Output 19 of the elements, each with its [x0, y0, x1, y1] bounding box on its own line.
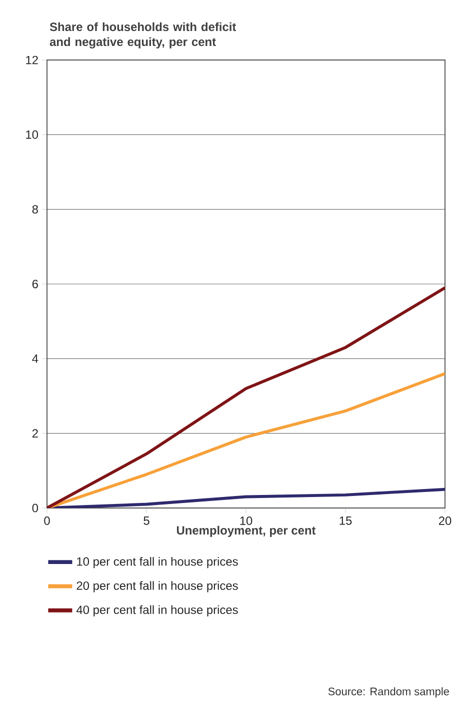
y-tick-label: 12: [26, 56, 38, 64]
legend-label: 10 per cent fall in house prices: [77, 556, 238, 568]
x-tick-label: 0: [44, 516, 50, 525]
y-tick-label: 10: [26, 130, 38, 139]
source-note: Source: Random sample: [328, 687, 449, 698]
y-tick-label: 4: [32, 354, 38, 363]
legend-label: 20 per cent fall in house prices: [76, 581, 238, 592]
x-axis-title: Unemployment, per cent: [176, 526, 316, 537]
line-series: [47, 286, 446, 508]
x-tick-label: 20: [438, 516, 452, 525]
y-tick-label: 0: [32, 504, 38, 512]
y-tick-label: 8: [32, 205, 38, 214]
y-tick-label: 2: [32, 429, 38, 438]
x-tick-label: 10: [240, 516, 252, 525]
y-axis-title: Share of households with deficit and negative equity, per cent: [50, 22, 236, 48]
x-tick-label: 5: [144, 516, 150, 525]
y-tick-label: 6: [32, 280, 38, 288]
legend-label: 40 per cent fall in house prices: [76, 605, 238, 616]
x-tick-label: 15: [340, 516, 352, 525]
